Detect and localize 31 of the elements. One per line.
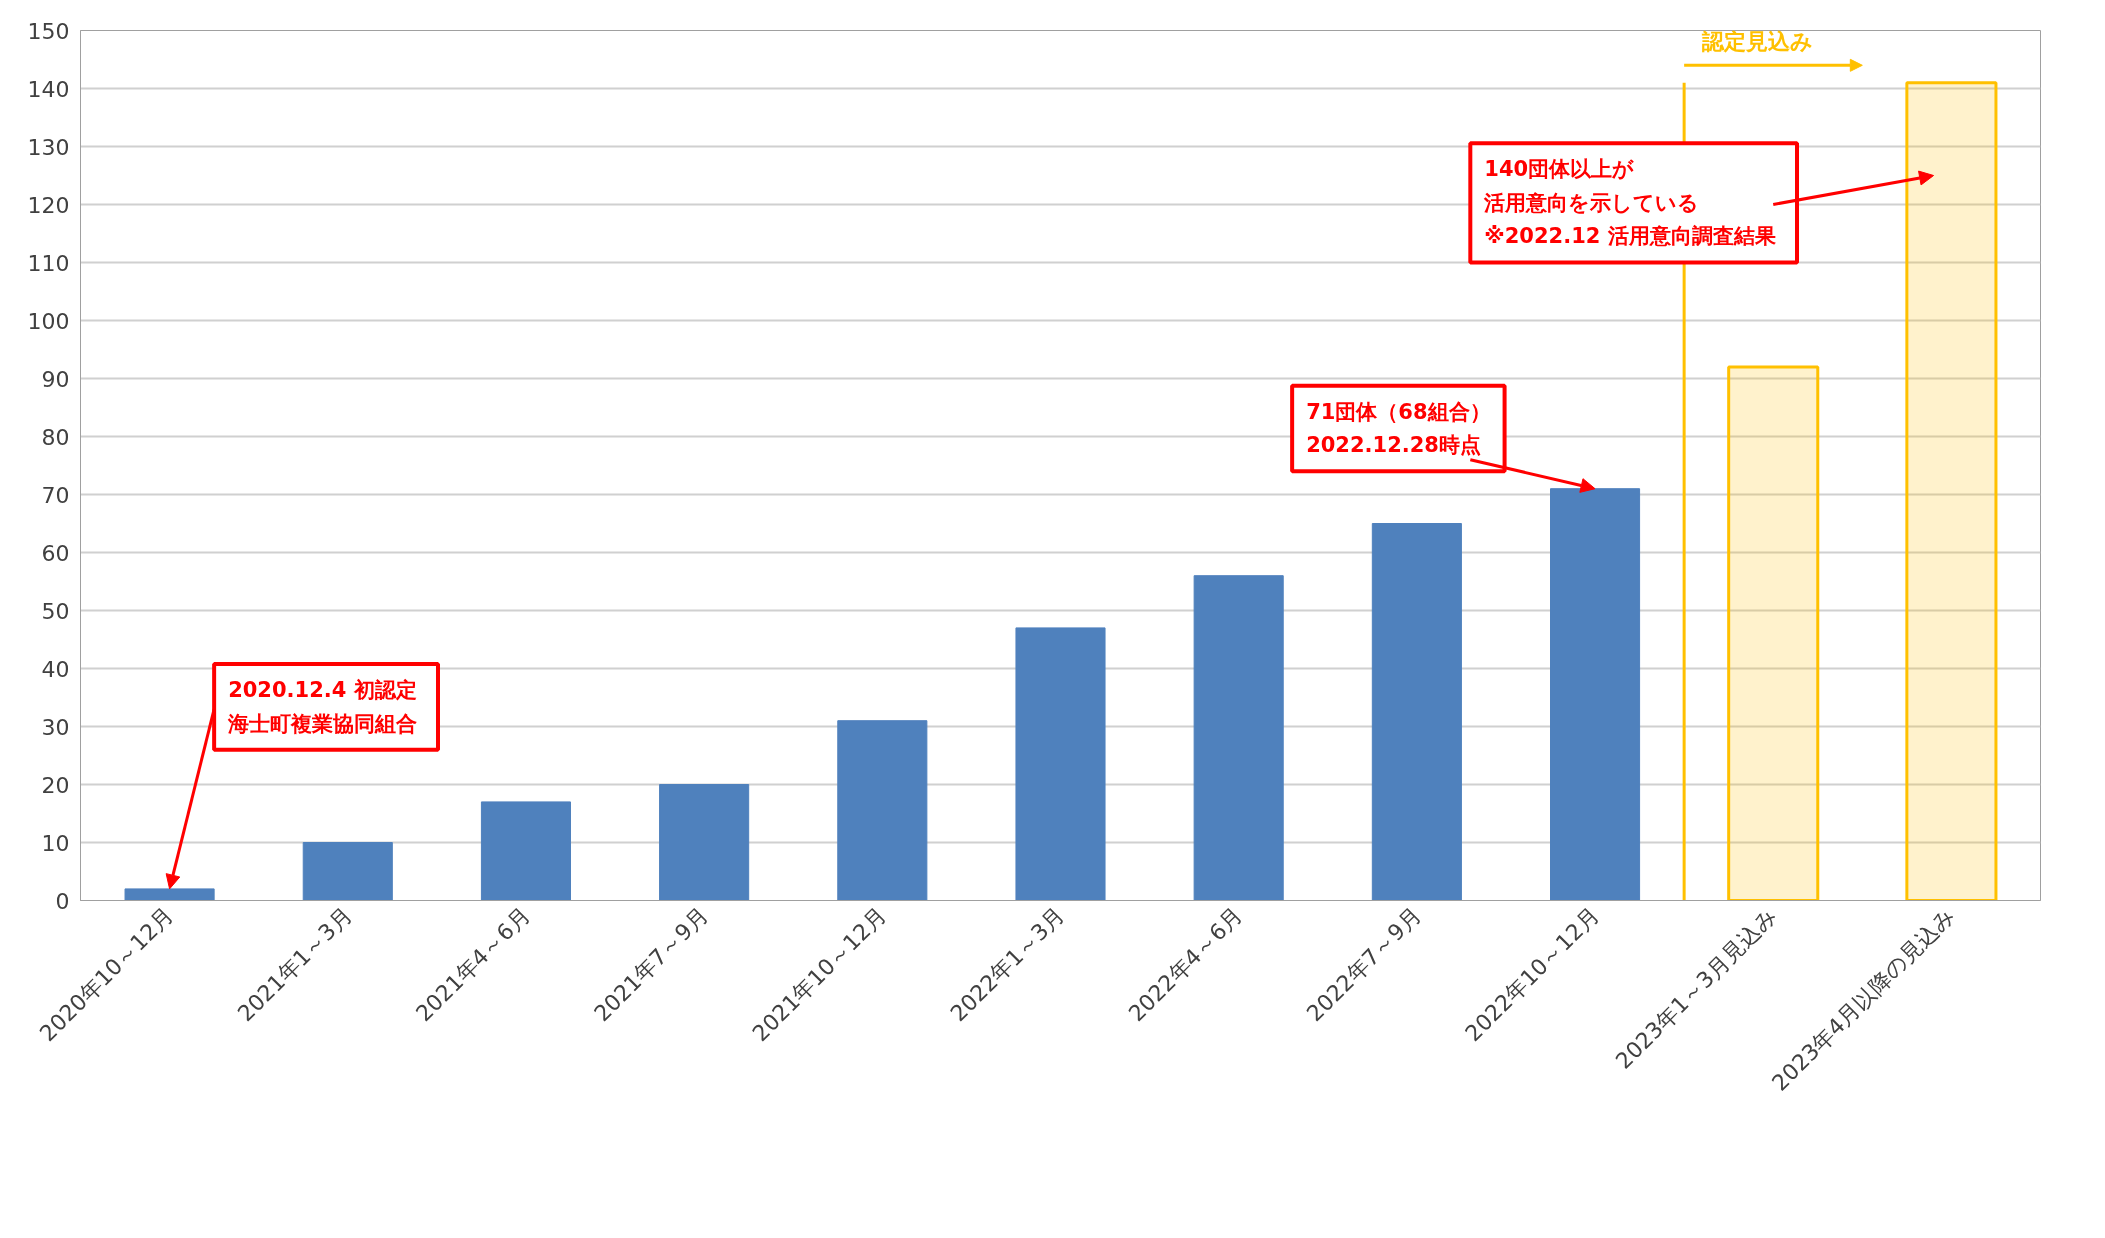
bar bbox=[124, 888, 215, 901]
y-tick-label: 100 bbox=[27, 308, 70, 334]
ref-line-label: 認定見込み bbox=[1700, 28, 1813, 54]
y-tick-label: 140 bbox=[27, 76, 70, 102]
y-tick-label: 90 bbox=[41, 366, 70, 392]
y-tick-label: 50 bbox=[41, 598, 70, 624]
annotation: 71団体（68組合）2022.12.28時点 bbox=[1306, 399, 1491, 458]
y-tick-label: 110 bbox=[27, 250, 70, 276]
y-tick-label: 30 bbox=[41, 714, 70, 740]
y-tick-label: 130 bbox=[27, 134, 70, 160]
bar bbox=[480, 801, 571, 901]
y-tick-label: 60 bbox=[41, 540, 70, 566]
bar bbox=[1905, 81, 1998, 901]
y-tick-label: 80 bbox=[41, 424, 70, 450]
annotation: 140団体以上が活用意向を示している※2022.12 活用意向調査結果 bbox=[1483, 157, 1776, 249]
bar bbox=[1193, 575, 1284, 901]
y-tick-label: 70 bbox=[41, 482, 70, 508]
y-tick-label: 0 bbox=[55, 888, 70, 914]
bar bbox=[1727, 365, 1820, 901]
annotation: 2020.12.4 初認定海士町複業協同組合 bbox=[227, 678, 418, 736]
bar bbox=[1550, 488, 1641, 901]
y-tick-label: 20 bbox=[41, 772, 70, 798]
y-tick-label: 10 bbox=[41, 830, 70, 856]
y-tick-label: 150 bbox=[27, 18, 70, 44]
bar bbox=[1371, 523, 1462, 901]
bar bbox=[1015, 627, 1106, 901]
y-tick-label: 120 bbox=[27, 192, 70, 218]
bar bbox=[302, 842, 393, 901]
bar bbox=[837, 720, 928, 901]
bar bbox=[659, 784, 750, 901]
y-tick-label: 40 bbox=[41, 656, 70, 682]
